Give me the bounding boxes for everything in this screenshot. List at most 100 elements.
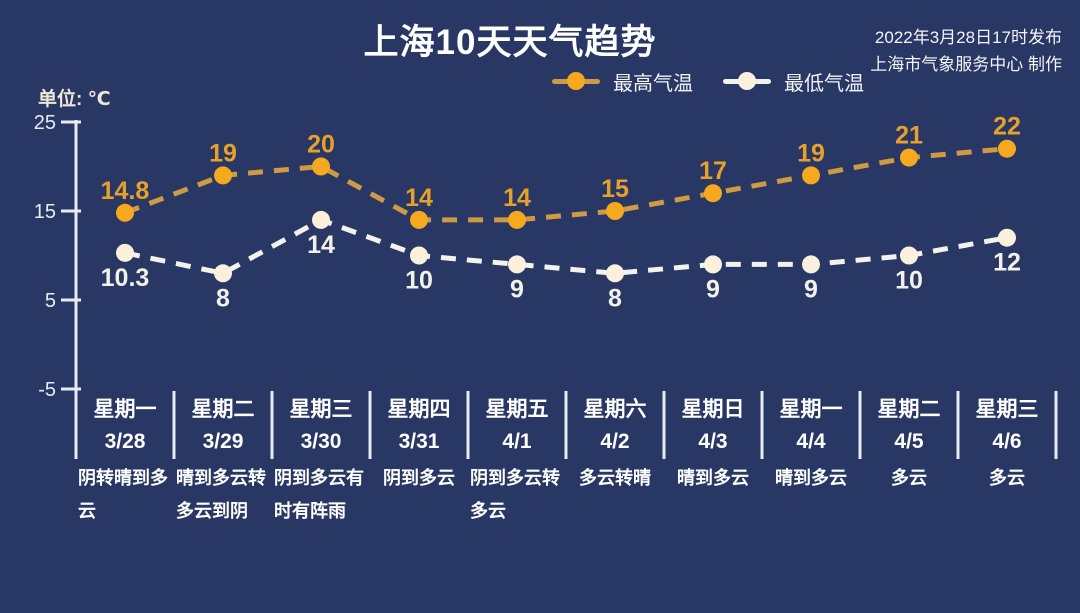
min-temp-value-label: 10 <box>405 267 433 295</box>
min-temp-dot-icon <box>738 72 756 90</box>
y-tick-label: 5 <box>45 290 56 312</box>
max-temp-point <box>704 184 722 203</box>
max-temp-point <box>998 139 1016 158</box>
date-label: 4/2 <box>600 430 630 453</box>
legend-label-min: 最低气温 <box>784 72 864 95</box>
max-temp-point <box>606 202 624 220</box>
publish-info: 2022年3月28日17时发布 上海市气象服务中心 制作 <box>870 24 1062 78</box>
min-temp-point <box>508 255 526 274</box>
max-temp-value-label: 19 <box>797 139 825 167</box>
weather-label: 阴到多云 <box>383 468 455 488</box>
day-column: 星期三 4/6 多云 <box>958 394 1056 495</box>
max-temp-point <box>802 166 820 185</box>
max-temp-dot-icon <box>567 72 585 90</box>
weekday-label: 星期六 <box>583 398 647 421</box>
weekday-label: 星期三 <box>975 398 1039 421</box>
weekday-label: 星期三 <box>289 398 353 421</box>
min-temp-point <box>802 255 820 274</box>
day-column: 星期六 4/2 多云转晴 <box>566 394 664 495</box>
weather-label: 阴转晴到多云 <box>78 468 168 521</box>
max-temp-legend-marker-icon <box>552 72 600 90</box>
min-temp-point <box>606 264 624 283</box>
weekday-label: 星期五 <box>485 398 549 421</box>
min-temp-value-label: 10.3 <box>101 264 150 292</box>
min-temp-point <box>704 255 722 274</box>
legend-item-min-temp: 最低气温 <box>723 67 864 96</box>
page-title: 上海10天天气趋势 <box>363 23 657 62</box>
max-temp-value-label: 21 <box>895 122 923 150</box>
day-column: 星期五 4/1 阴到多云转多云 <box>468 394 566 528</box>
publish-author: 上海市气象服务中心 制作 <box>870 55 1062 74</box>
chart-legend: 最高气温 最低气温 <box>552 66 864 96</box>
weekday-label: 星期一 <box>93 398 157 421</box>
max-temp-point <box>900 148 918 167</box>
weekday-label: 星期四 <box>387 398 451 421</box>
weather-label: 阴到多云有时有阵雨 <box>274 468 364 521</box>
y-tick-label: 25 <box>34 112 56 134</box>
weather-label: 晴到多云转多云到阴 <box>176 468 266 521</box>
min-temp-value-label: 9 <box>804 275 818 303</box>
day-column: 星期三 3/30 阴到多云有时有阵雨 <box>272 394 370 528</box>
date-label: 3/29 <box>202 430 244 453</box>
min-temp-point <box>214 264 232 283</box>
max-temp-point <box>508 210 526 229</box>
min-temp-value-label: 12 <box>993 249 1021 277</box>
date-label: 3/31 <box>398 430 440 453</box>
date-label: 4/5 <box>894 430 924 453</box>
min-temp-value-label: 9 <box>510 275 524 303</box>
date-label: 3/28 <box>104 430 146 453</box>
max-temp-value-label: 17 <box>699 157 727 185</box>
min-temp-line <box>124 217 1008 276</box>
y-tick-label: 15 <box>34 201 56 223</box>
weather-label: 多云转晴 <box>579 468 651 488</box>
weekday-label: 星期二 <box>191 398 255 421</box>
weather-label: 多云 <box>989 468 1025 488</box>
weekday-label: 星期日 <box>681 398 745 421</box>
min-temp-point <box>998 228 1016 247</box>
max-temp-point <box>116 203 134 222</box>
unit-label: 单位: ℃ <box>38 89 111 110</box>
min-temp-value-label: 9 <box>706 275 720 303</box>
day-column: 星期一 4/4 晴到多云 <box>762 394 860 495</box>
min-temp-point <box>312 210 330 229</box>
max-temp-value-label: 14.8 <box>101 177 150 205</box>
weekday-label: 星期一 <box>779 398 843 421</box>
legend-label-max: 最高气温 <box>613 72 693 95</box>
date-label: 4/6 <box>992 430 1022 453</box>
day-column: 星期二 4/5 多云 <box>860 394 958 495</box>
day-column: 星期二 3/29 晴到多云转多云到阴 <box>174 394 272 528</box>
weekday-label: 星期二 <box>877 398 941 421</box>
min-temp-point <box>410 246 428 265</box>
weather-label: 多云 <box>891 468 927 488</box>
max-temp-line <box>124 146 1008 223</box>
day-column: 星期日 4/3 晴到多云 <box>664 394 762 495</box>
day-column: 星期四 3/31 阴到多云 <box>370 394 468 495</box>
date-label: 3/30 <box>300 430 342 453</box>
max-temp-value-label: 19 <box>209 139 237 167</box>
min-temp-value-label: 10 <box>895 267 923 295</box>
max-temp-value-label: 14 <box>405 184 433 212</box>
weather-label: 晴到多云 <box>677 468 749 488</box>
date-label: 4/3 <box>698 430 728 453</box>
min-temp-value-label: 8 <box>216 284 230 312</box>
day-column: 星期一 3/28 阴转晴到多云 <box>76 394 174 528</box>
min-temp-point <box>900 246 918 265</box>
max-temp-point <box>410 210 428 229</box>
legend-item-max-temp: 最高气温 <box>552 67 693 96</box>
weather-label: 阴到多云转多云 <box>470 468 560 521</box>
min-temp-point <box>116 243 134 262</box>
max-temp-value-label: 20 <box>307 131 335 159</box>
min-temp-legend-marker-icon <box>723 72 771 90</box>
max-temp-value-label: 15 <box>601 175 629 203</box>
min-temp-value-label: 8 <box>608 284 622 312</box>
publish-date: 2022年3月28日17时发布 <box>874 28 1062 47</box>
max-temp-value-label: 22 <box>993 113 1021 141</box>
max-temp-point <box>312 157 330 176</box>
min-temp-value-label: 14 <box>307 231 335 259</box>
y-tick-label: -5 <box>38 379 56 401</box>
date-label: 4/4 <box>796 430 826 453</box>
max-temp-point <box>214 166 232 185</box>
